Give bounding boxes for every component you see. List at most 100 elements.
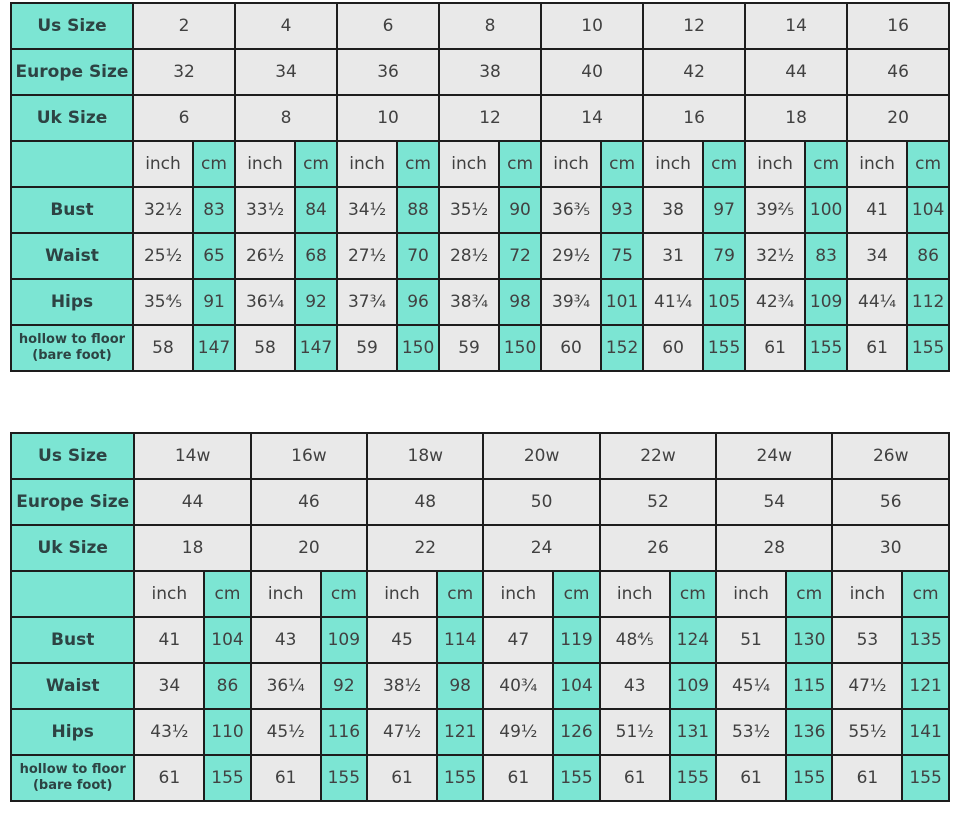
unit-inch-header: inch [366,570,438,618]
bust-inch-value: 51 [715,616,787,664]
hollow-label-line: hollow to floor [18,331,126,347]
europe-row: Europe Size 32 34 36 38 40 42 44 46 [10,48,951,96]
unit-cm-header: cm [901,570,950,618]
bust-cm-value: 135 [901,616,950,664]
waist-inch-value: 34 [133,662,206,710]
hollow-cm-value: 155 [668,754,718,802]
units-label [10,140,134,188]
uk-size-value: 22 [366,524,485,572]
bust-inch-value: 39⅖ [744,186,807,234]
hips-cm-value: 126 [552,708,601,756]
waist-row: Waist 25½ 65 26½ 68 27½ 70 28½ 72 29½ 75 31 79 32½ 83 3… [10,232,951,280]
hollow-inch-value: 58 [234,324,297,372]
unit-inch-header: inch [831,570,904,618]
hollow-row: hollow to floor (bare foot) 58 147 58 147 59 15… [10,324,951,372]
waist-inch-value: 43 [598,662,671,710]
bust-label: Bust [10,186,134,234]
unit-inch-header: inch [234,140,297,188]
uk-size-value: 24 [482,524,601,572]
hollow-label: hollow to floor (bare foot) [10,324,134,372]
europe-size-value: 46 [249,478,369,526]
waist-cm-value: 79 [702,232,747,280]
units-row: inch cm inch cm inch cm inch cm inch cm inch cm inch… [9,570,950,618]
unit-cm-header: cm [396,140,441,188]
hollow-cm-value: 147 [191,324,237,372]
europe-size-value: 42 [642,48,747,96]
hips-inch-value: 36¼ [234,278,297,326]
hollow-cm-value: 155 [906,324,951,372]
bust-inch-value: 36⅗ [540,186,603,234]
uk-size-value: 8 [234,94,339,142]
europe-size-value: 36 [336,48,441,96]
hollow-inch-value: 59 [438,324,501,372]
unit-cm-header: cm [600,140,645,188]
hollow-label: hollow to floor (bare foot) [9,754,136,802]
hollow-cm-value: 147 [294,324,339,372]
bust-inch-value: 45 [366,616,438,664]
us-label: Us Size [10,2,134,50]
hollow-inch-value: 59 [336,324,399,372]
uk-size-value: 30 [831,524,950,572]
hollow-inch-value: 61 [715,754,787,802]
hips-inch-value: 45½ [249,708,322,756]
bust-cm-value: 100 [804,186,849,234]
bust-cm-value: 83 [191,186,237,234]
waist-cm-value: 68 [294,232,339,280]
bust-cm-value: 90 [498,186,543,234]
hips-inch-value: 51½ [598,708,671,756]
uk-label: Uk Size [9,524,136,572]
hips-inch-value: 35⅘ [132,278,194,326]
waist-label: Waist [10,232,134,280]
unit-inch-header: inch [715,570,787,618]
us-size-value: 12 [642,2,747,50]
bust-inch-value: 32½ [132,186,194,234]
waist-cm-value: 86 [906,232,951,280]
hips-cm-value: 116 [319,708,369,756]
hollow-cm-value: 155 [203,754,252,802]
us-label: Us Size [9,432,136,480]
waist-cm-value: 83 [804,232,849,280]
units-row: inch cm inch cm inch cm inch cm inch cm inch cm inch… [10,140,951,188]
waist-inch-value: 28½ [438,232,501,280]
hollow-inch-value: 61 [831,754,904,802]
hollow-cm-value: 155 [435,754,485,802]
unit-inch-header: inch [132,140,194,188]
us-size-value: 16 [846,2,951,50]
uk-size-value: 28 [715,524,834,572]
uk-size-value: 14 [540,94,645,142]
hollow-cm-value: 155 [784,754,834,802]
waist-inch-value: 34 [846,232,909,280]
waist-cm-value: 98 [435,662,485,710]
us-row: Us Size 2 4 6 8 10 12 14 16 [10,2,951,50]
europe-label: Europe Size [10,48,134,96]
uk-size-value: 20 [846,94,951,142]
waist-label: Waist [9,662,136,710]
waist-inch-value: 26½ [234,232,297,280]
plus-size-chart-table: Us Size 14w 16w 18w 20w 22w 24w 26w Europe Size 4… [9,432,950,802]
waist-inch-value: 40¾ [482,662,555,710]
europe-size-value: 32 [131,48,237,96]
uk-size-value: 18 [133,524,252,572]
hollow-cm-value: 152 [600,324,645,372]
hips-inch-value: 44¼ [846,278,909,326]
unit-inch-header: inch [846,140,909,188]
unit-inch-header: inch [540,140,603,188]
bust-cm-value: 97 [702,186,747,234]
bust-row: Bust 41 104 43 109 45 114 47 119 48⅘ 124 51 130 53 135 [9,616,950,664]
europe-size-value: 40 [540,48,645,96]
unit-cm-header: cm [294,140,339,188]
waist-inch-value: 38½ [366,662,438,710]
unit-inch-header: inch [133,570,206,618]
hips-cm-value: 112 [906,278,951,326]
bust-cm-value: 104 [906,186,951,234]
waist-row: Waist 34 86 36¼ 92 38½ 98 40¾ 104 43 109 45¼ 115 47½ 1… [9,662,950,710]
europe-size-value: 44 [133,478,252,526]
us-size-value: 16w [249,432,369,480]
us-row: Us Size 14w 16w 18w 20w 22w 24w 26w [9,432,950,480]
unit-cm-header: cm [784,570,834,618]
bust-cm-value: 109 [319,616,369,664]
hips-label: Hips [9,708,136,756]
unit-cm-header: cm [203,570,252,618]
bust-cm-value: 104 [203,616,252,664]
us-size-value: 14 [744,2,849,50]
